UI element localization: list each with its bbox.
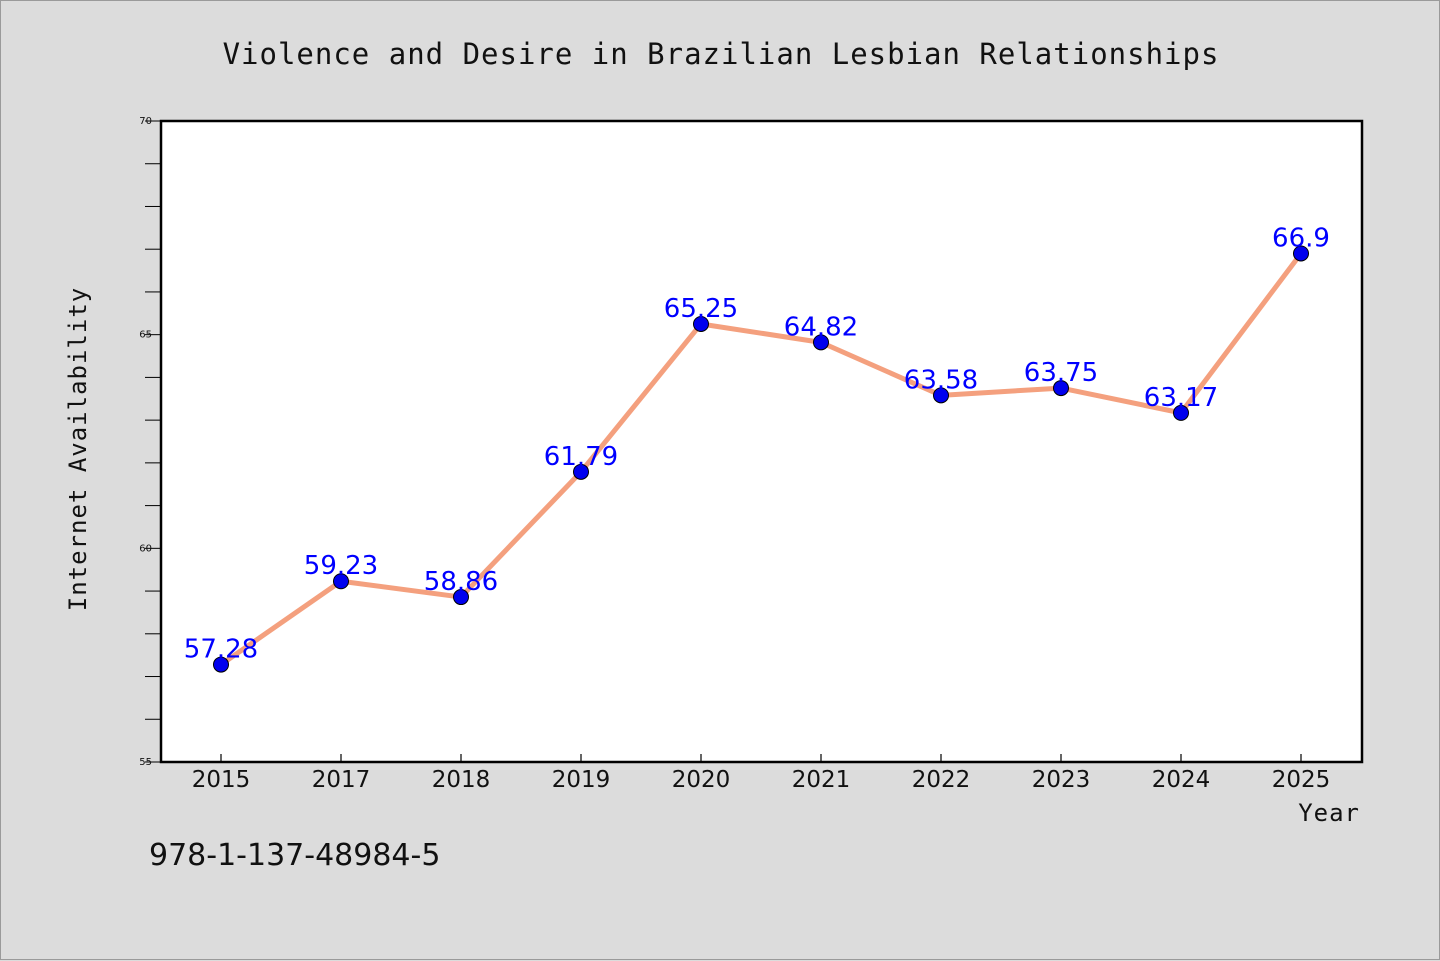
x-tick-label: 2019 xyxy=(552,767,611,793)
y-tick-label: 55 xyxy=(139,757,152,768)
y-tick-label: 60 xyxy=(139,543,152,554)
data-point xyxy=(1293,245,1309,262)
data-label: 63.17 xyxy=(1144,383,1218,413)
footer-code: 978-1-137-48984-5 xyxy=(149,838,440,873)
data-label: 63.58 xyxy=(904,365,978,395)
data-label: 64.82 xyxy=(784,312,858,342)
y-axis: 55 60 65 70 xyxy=(139,116,152,768)
x-axis-label: Year xyxy=(1298,799,1360,827)
x-tick-label: 2023 xyxy=(1032,767,1091,793)
x-tick-label: 2015 xyxy=(192,767,251,793)
data-label: 61.79 xyxy=(544,442,618,472)
data-point xyxy=(573,463,589,480)
plot-area xyxy=(159,119,1364,764)
x-tick-label: 2017 xyxy=(312,767,371,793)
data-point xyxy=(213,656,229,673)
data-label: 59.23 xyxy=(304,551,378,581)
y-tick-label: 65 xyxy=(139,330,152,341)
x-tick-label: 2021 xyxy=(792,767,851,793)
data-point xyxy=(1053,380,1069,397)
data-point xyxy=(813,334,829,351)
x-tick-label: 2018 xyxy=(432,767,491,793)
data-point xyxy=(453,589,469,606)
data-point xyxy=(693,315,709,332)
x-axis: 2015 2017 2018 2019 2020 2021 2022 2023 2024 2025 xyxy=(192,754,1331,793)
y-axis-label: Internet Availability xyxy=(64,287,92,611)
series-markers xyxy=(213,245,1309,673)
data-point xyxy=(933,387,949,404)
data-label: 63.75 xyxy=(1024,358,1098,388)
data-label: 58.86 xyxy=(424,567,498,597)
x-tick-label: 2024 xyxy=(1152,767,1211,793)
data-labels: 57.28 59.23 58.86 61.79 65.25 64.82 63.58 63.75… xyxy=(184,223,1330,664)
series-line xyxy=(218,250,1304,668)
x-tick-label: 2020 xyxy=(672,767,731,793)
data-point xyxy=(1173,404,1189,421)
data-label: 65.25 xyxy=(664,294,738,324)
x-tick-label: 2025 xyxy=(1272,767,1331,793)
data-point xyxy=(333,573,349,590)
chart-title: Violence and Desire in Brazilian Lesbian… xyxy=(223,37,1220,71)
data-label: 66.9 xyxy=(1272,223,1330,253)
data-label: 57.28 xyxy=(184,635,258,665)
x-tick-label: 2022 xyxy=(912,767,971,793)
y-tick-label: 70 xyxy=(139,116,152,127)
y-minor-ticks xyxy=(145,120,161,763)
